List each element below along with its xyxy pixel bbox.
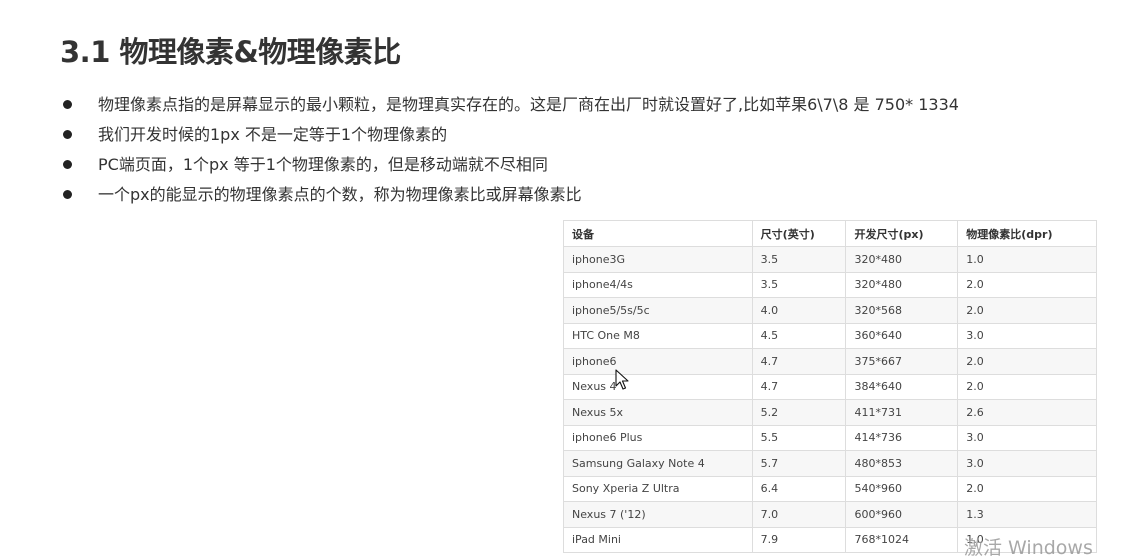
activate-windows-watermark: 激活 Windows [964, 537, 1093, 558]
bullet-dot-icon [63, 100, 72, 109]
cell-device: iPad Mini [563, 526, 753, 553]
bullet-dot-icon [63, 160, 72, 169]
cell-dpr: 3.0 [957, 450, 1097, 477]
cell-dev-size: 384*640 [845, 373, 959, 400]
bullet-text: 一个px的能显示的物理像素点的个数，称为物理像素比或屏幕像素比 [98, 185, 582, 204]
cell-dev-size: 375*667 [845, 348, 959, 375]
column-header-size: 尺寸(英寸) [751, 220, 847, 247]
device-dpr-table: 设备 尺寸(英寸) 开发尺寸(px) 物理像素比(dpr) iphone3G 3.… [563, 220, 1097, 553]
column-header-dpr: 物理像素比(dpr) [957, 220, 1097, 247]
cell-dev-size: 360*640 [845, 322, 959, 349]
cell-dev-size: 600*960 [845, 501, 959, 528]
table-row: iphone6 Plus 5.5 414*736 3.0 [563, 424, 1097, 451]
cell-size: 5.5 [751, 424, 847, 451]
table-row: iphone3G 3.5 320*480 1.0 [563, 246, 1097, 273]
cell-dpr: 2.0 [957, 348, 1097, 375]
bullet-text: PC端页面，1个px 等于1个物理像素的，但是移动端就不尽相同 [98, 155, 548, 174]
cell-dpr: 3.0 [957, 424, 1097, 451]
cell-dev-size: 320*480 [845, 271, 959, 298]
cell-device: Sony Xperia Z Ultra [563, 475, 753, 502]
list-item: PC端页面，1个px 等于1个物理像素的，但是移动端就不尽相同 [60, 151, 959, 181]
table-row: Nexus 4 4.7 384*640 2.0 [563, 373, 1097, 400]
cell-size: 4.5 [751, 322, 847, 349]
cell-device: Samsung Galaxy Note 4 [563, 450, 753, 477]
cell-dev-size: 411*731 [845, 399, 959, 426]
cell-dev-size: 768*1024 [845, 526, 959, 553]
page-title: 3.1 物理像素&物理像素比 [60, 35, 401, 69]
cell-dpr: 2.0 [957, 373, 1097, 400]
cell-device: Nexus 5x [563, 399, 753, 426]
cell-size: 4.7 [751, 348, 847, 375]
table-row: iphone4/4s 3.5 320*480 2.0 [563, 271, 1097, 298]
cell-dev-size: 540*960 [845, 475, 959, 502]
table-row: Sony Xperia Z Ultra 6.4 540*960 2.0 [563, 475, 1097, 502]
table-row: iphone6 4.7 375*667 2.0 [563, 348, 1097, 375]
cell-size: 5.7 [751, 450, 847, 477]
cell-device: iphone4/4s [563, 271, 753, 298]
column-header-device: 设备 [563, 220, 753, 247]
cell-size: 7.9 [751, 526, 847, 553]
column-header-dev-size: 开发尺寸(px) [845, 220, 959, 247]
cell-dpr: 1.0 [957, 246, 1097, 273]
bullet-text: 我们开发时候的1px 不是一定等于1个物理像素的 [98, 125, 448, 144]
cell-dev-size: 320*568 [845, 297, 959, 324]
cell-dpr: 2.6 [957, 399, 1097, 426]
bullet-dot-icon [63, 130, 72, 139]
cell-device: HTC One M8 [563, 322, 753, 349]
table-row: Samsung Galaxy Note 4 5.7 480*853 3.0 [563, 450, 1097, 477]
list-item: 一个px的能显示的物理像素点的个数，称为物理像素比或屏幕像素比 [60, 181, 959, 211]
cell-size: 3.5 [751, 271, 847, 298]
cell-dpr: 1.3 [957, 501, 1097, 528]
list-item: 物理像素点指的是屏幕显示的最小颗粒，是物理真实存在的。这是厂商在出厂时就设置好了… [60, 91, 959, 121]
cell-size: 4.7 [751, 373, 847, 400]
bullet-text: 物理像素点指的是屏幕显示的最小颗粒，是物理真实存在的。这是厂商在出厂时就设置好了… [98, 95, 959, 114]
cell-device: Nexus 7 ('12) [563, 501, 753, 528]
cell-size: 7.0 [751, 501, 847, 528]
cell-size: 3.5 [751, 246, 847, 273]
list-item: 我们开发时候的1px 不是一定等于1个物理像素的 [60, 121, 959, 151]
cell-device: iphone3G [563, 246, 753, 273]
cell-dev-size: 414*736 [845, 424, 959, 451]
cell-dpr: 2.0 [957, 297, 1097, 324]
bullet-dot-icon [63, 190, 72, 199]
mouse-pointer-icon [615, 369, 629, 390]
cell-dev-size: 480*853 [845, 450, 959, 477]
cell-device: iphone5/5s/5c [563, 297, 753, 324]
table-row: HTC One M8 4.5 360*640 3.0 [563, 322, 1097, 349]
table-row: Nexus 7 ('12) 7.0 600*960 1.3 [563, 501, 1097, 528]
cell-device: iphone6 Plus [563, 424, 753, 451]
cell-dpr: 3.0 [957, 322, 1097, 349]
table-row: iPad Mini 7.9 768*1024 1.0 [563, 526, 1097, 553]
cell-device: Nexus 4 [563, 373, 753, 400]
cell-dpr: 1.0 [957, 526, 1097, 553]
cell-dev-size: 320*480 [845, 246, 959, 273]
table-row: Nexus 5x 5.2 411*731 2.6 [563, 399, 1097, 426]
bullet-list: 物理像素点指的是屏幕显示的最小颗粒，是物理真实存在的。这是厂商在出厂时就设置好了… [60, 91, 959, 211]
cell-dpr: 2.0 [957, 475, 1097, 502]
cell-dpr: 2.0 [957, 271, 1097, 298]
table-row: iphone5/5s/5c 4.0 320*568 2.0 [563, 297, 1097, 324]
cell-size: 6.4 [751, 475, 847, 502]
table-header-row: 设备 尺寸(英寸) 开发尺寸(px) 物理像素比(dpr) [563, 220, 1097, 247]
device-table-container: 设备 尺寸(英寸) 开发尺寸(px) 物理像素比(dpr) iphone3G 3.… [563, 220, 1097, 553]
cell-device: iphone6 [563, 348, 753, 375]
cell-size: 4.0 [751, 297, 847, 324]
cell-size: 5.2 [751, 399, 847, 426]
